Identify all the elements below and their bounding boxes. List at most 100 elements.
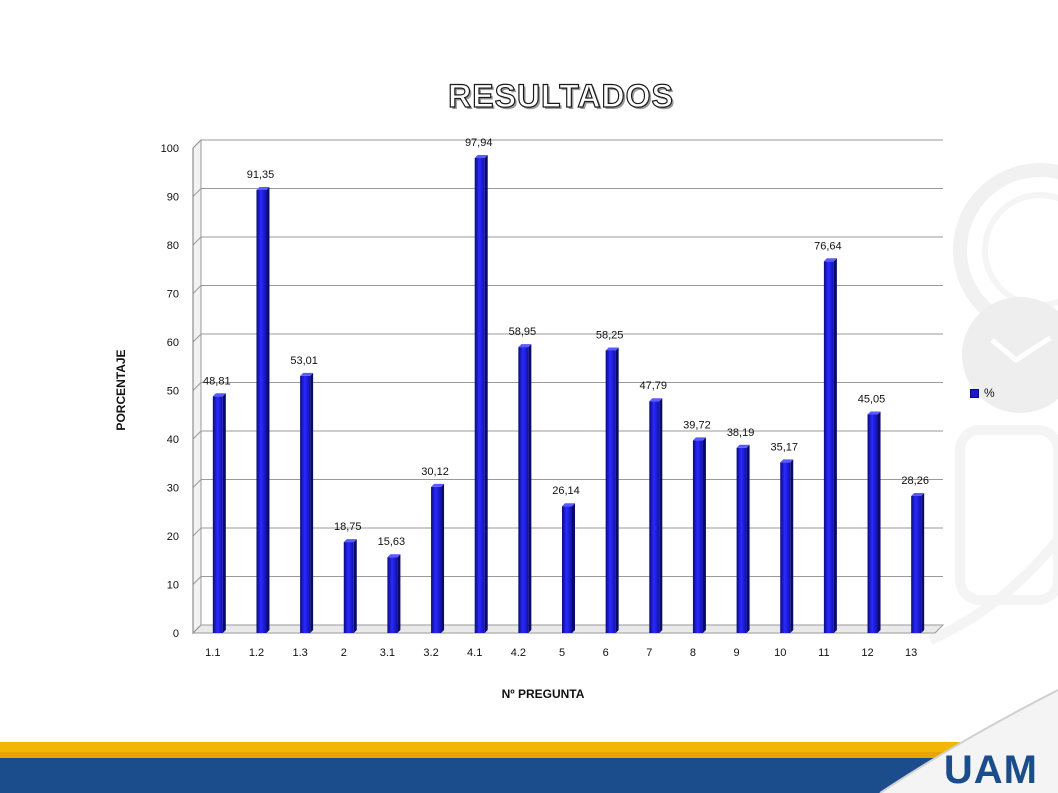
bar xyxy=(431,486,442,633)
bar-side xyxy=(528,344,532,633)
bar-side xyxy=(746,444,750,633)
legend-swatch xyxy=(970,388,979,398)
bar-top xyxy=(256,186,270,190)
y-tick-label: 80 xyxy=(167,240,179,252)
bar-side xyxy=(266,186,270,633)
y-tick-label: 100 xyxy=(161,143,179,155)
bar xyxy=(649,401,660,633)
gridline-depth xyxy=(192,188,202,197)
legend: % xyxy=(970,386,995,400)
x-tick-label: 3.2 xyxy=(423,647,438,659)
gridline-depth xyxy=(192,430,202,440)
y-tick-label: 50 xyxy=(167,386,179,398)
bar-side xyxy=(833,258,837,633)
y-tick-label: 30 xyxy=(167,483,179,495)
bar-4.2 xyxy=(518,344,532,633)
bar-9 xyxy=(736,444,750,633)
bar-side xyxy=(659,398,663,633)
gridline-depth xyxy=(192,479,202,488)
y-tick-label: 10 xyxy=(167,580,179,592)
x-tick-label: 1.3 xyxy=(292,647,307,659)
x-tick-label: 2 xyxy=(341,647,347,659)
bar-top xyxy=(649,398,663,402)
uam-logo: UAM xyxy=(943,748,1038,792)
data-label: 35,17 xyxy=(770,441,798,453)
data-label: 53,01 xyxy=(290,355,318,367)
x-tick-label: 1.1 xyxy=(205,647,220,659)
y-tick-label: 40 xyxy=(167,434,179,446)
bar-4.1 xyxy=(474,154,488,633)
x-tick-label: 4.1 xyxy=(467,647,482,659)
gridline-depth xyxy=(192,624,202,634)
bar-top xyxy=(562,503,575,507)
bar-top xyxy=(823,258,837,262)
watch-watermark-icon xyxy=(928,163,1058,645)
x-tick-label: 12 xyxy=(861,647,873,659)
data-label: 91,35 xyxy=(247,169,275,181)
bar-top xyxy=(605,347,619,351)
bar-top xyxy=(692,437,706,441)
bar xyxy=(692,440,703,633)
y-tick-label: 20 xyxy=(167,531,179,543)
bar xyxy=(343,542,354,633)
bar-top xyxy=(518,344,532,348)
bar-10 xyxy=(780,459,794,633)
data-label: 30,12 xyxy=(421,466,449,478)
bar xyxy=(736,447,747,633)
bar-1.1 xyxy=(212,393,226,633)
bar-top xyxy=(867,411,881,415)
data-label: 18,75 xyxy=(334,521,362,533)
y-axis-label: PORCENTAJE xyxy=(114,349,128,431)
bar-1.2 xyxy=(256,186,270,633)
bar-13 xyxy=(911,492,925,633)
data-label: 97,94 xyxy=(465,137,493,149)
x-tick-label: 13 xyxy=(905,647,917,659)
bar-top xyxy=(387,554,401,558)
gridline-depth xyxy=(192,527,202,537)
bar-side xyxy=(353,539,357,633)
x-tick-label: 1.2 xyxy=(249,647,264,659)
x-tick-label: 7 xyxy=(646,647,652,659)
gridline-depth xyxy=(192,285,202,294)
data-label: 48,81 xyxy=(203,375,231,387)
bar-side xyxy=(222,393,226,633)
x-tick-label: 8 xyxy=(690,647,696,659)
data-label: 39,72 xyxy=(683,419,711,431)
bar xyxy=(474,157,485,633)
bar xyxy=(518,347,529,633)
data-label: 15,63 xyxy=(378,536,406,548)
bar xyxy=(911,495,922,633)
bar-side xyxy=(921,492,925,633)
x-tick-label: 11 xyxy=(818,647,829,659)
bar xyxy=(605,350,616,633)
x-tick-label: 10 xyxy=(774,647,786,659)
x-tick-label: 6 xyxy=(603,647,609,659)
bar-side xyxy=(310,372,314,633)
bar-11 xyxy=(823,258,837,633)
gridline-depth xyxy=(192,236,202,246)
bar xyxy=(387,557,398,633)
bar-side xyxy=(572,503,575,633)
bar-top xyxy=(300,372,314,376)
gridline-depth xyxy=(192,576,202,585)
bar-top xyxy=(474,154,488,158)
gridline-depth xyxy=(192,139,202,149)
bar xyxy=(256,189,267,633)
bar-3.2 xyxy=(431,483,445,633)
bar xyxy=(562,506,572,633)
bar-side xyxy=(397,554,401,633)
data-label: 58,25 xyxy=(596,329,624,341)
bar-top xyxy=(736,444,750,448)
y-tick-label: 90 xyxy=(167,192,179,204)
data-label: 58,95 xyxy=(509,326,537,338)
y-tick-label: 0 xyxy=(173,628,179,640)
x-axis-label: Nº PREGUNTA xyxy=(501,687,585,701)
gridline-depth xyxy=(192,382,202,391)
bar-5 xyxy=(562,503,575,633)
bottom-band xyxy=(0,689,1058,793)
bar-top xyxy=(212,393,226,397)
bar-1.3 xyxy=(300,372,314,633)
data-label: 28,26 xyxy=(901,475,929,487)
